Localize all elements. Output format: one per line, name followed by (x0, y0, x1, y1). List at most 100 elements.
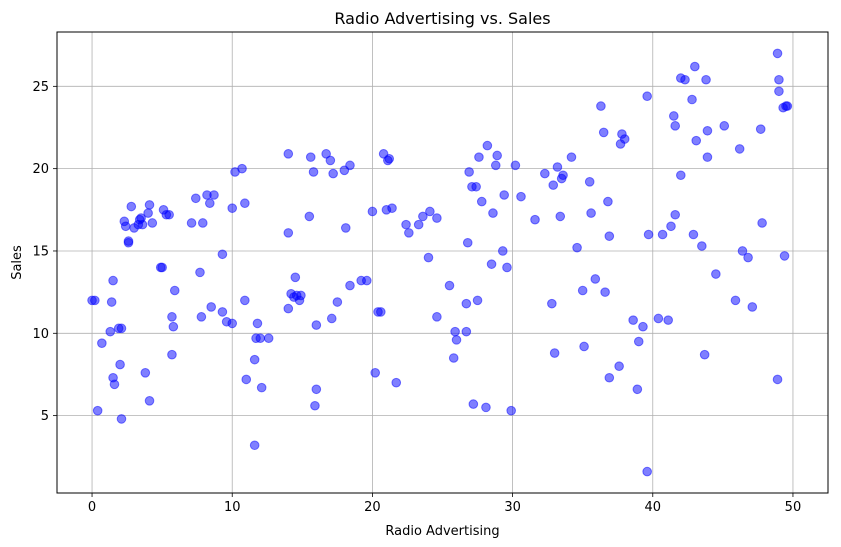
y-tick-label: 15 (32, 244, 49, 259)
scatter-point (345, 160, 355, 171)
scatter-point (680, 74, 690, 85)
scatter-point (711, 269, 721, 279)
scatter-point (97, 338, 107, 348)
scatter-point (642, 91, 652, 102)
scatter-point (516, 191, 526, 202)
scatter-point (604, 231, 615, 241)
scatter-point (106, 297, 117, 307)
axis-ticks: 0 10 20 30 40 50 5 10 15 20 25 (32, 80, 801, 515)
scatter-point (340, 223, 351, 233)
scatter-point (305, 152, 316, 162)
scatter-point (120, 221, 131, 232)
scatter-point (310, 400, 320, 411)
scatter-point (697, 241, 707, 251)
scatter-point (345, 280, 355, 291)
scatter-point (204, 198, 215, 209)
scatter-point (464, 167, 474, 177)
scatter-point (600, 287, 610, 297)
scatter-point (432, 213, 442, 223)
scatter-point (249, 440, 260, 451)
scatter-point (197, 218, 208, 228)
y-tick-label: 20 (32, 162, 49, 177)
scatter-point (747, 302, 758, 312)
scatter-point (688, 229, 699, 240)
scatter-point (108, 275, 118, 286)
scatter-point (255, 333, 266, 344)
scatter-point (633, 336, 644, 347)
scatter-point (669, 111, 679, 121)
scatter-point (772, 48, 783, 59)
scatter-point (195, 267, 205, 278)
scatter-point (632, 384, 643, 395)
scatter-point (490, 160, 501, 171)
scatter-point (701, 74, 711, 85)
scatter-point (604, 372, 615, 383)
scatter-point (413, 219, 424, 230)
scatter-point (691, 135, 702, 146)
scatter-point (774, 74, 784, 85)
scatter-point (143, 208, 153, 218)
scatter-point (123, 237, 134, 248)
scatter-point (209, 190, 219, 200)
scatter-point (296, 290, 306, 301)
scatter-point (425, 206, 435, 217)
scatter-point (190, 193, 201, 204)
scatter-point (603, 196, 613, 207)
scatter-point (699, 349, 710, 360)
scatter-point (743, 252, 753, 263)
scatter-point (144, 200, 155, 210)
scatter-point (367, 206, 378, 217)
scatter-point (362, 275, 372, 286)
x-axis-label: Radio Advertising (385, 524, 499, 539)
scatter-point (474, 152, 484, 162)
x-tick-label: 50 (785, 500, 802, 515)
scatter-point (186, 218, 197, 228)
scatter-point (670, 209, 681, 220)
scatter-point (461, 298, 472, 309)
scatter-point (497, 246, 508, 256)
scatter-point (423, 252, 434, 263)
y-tick-label: 10 (32, 327, 49, 342)
x-tick-label: 30 (504, 500, 521, 515)
scatter-point (168, 321, 179, 332)
scatter-point (619, 134, 630, 144)
scatter-point (311, 320, 322, 330)
y-axis-label: Sales (10, 245, 25, 280)
scatter-point (737, 246, 748, 256)
scatter-point (690, 61, 700, 72)
scatter-point (481, 402, 491, 413)
scatter-point (628, 315, 638, 325)
scatter-point (774, 86, 784, 97)
scatter-point (283, 149, 294, 159)
scatter-point (461, 326, 472, 337)
x-tick-label: 40 (644, 500, 661, 515)
scatter-point (472, 295, 483, 306)
scatter-point (566, 152, 577, 162)
scatter-point (450, 326, 460, 337)
scatter-point (471, 181, 481, 192)
scatter-point (217, 307, 228, 317)
scatter-point (169, 285, 180, 296)
scatter-point (486, 259, 497, 269)
scatter-point (444, 280, 455, 291)
scatter-point (549, 348, 560, 358)
scatter-point (240, 295, 250, 306)
data-points (87, 48, 793, 477)
scatter-point (391, 377, 402, 388)
scatter-point (92, 405, 103, 416)
scatter-point (116, 414, 127, 424)
scatter-point (328, 168, 338, 179)
scatter-point (451, 335, 462, 345)
scatter-point (196, 312, 207, 322)
scatter-point (418, 211, 428, 222)
plot-area (57, 32, 828, 493)
scatter-point (670, 121, 681, 131)
scatter-point (555, 211, 566, 222)
scatter-point (157, 262, 167, 273)
scatter-point (590, 274, 601, 284)
scatter-point (643, 229, 654, 240)
scatter-point (577, 285, 588, 296)
scatter-point (401, 219, 411, 230)
scatter-point (206, 302, 216, 312)
